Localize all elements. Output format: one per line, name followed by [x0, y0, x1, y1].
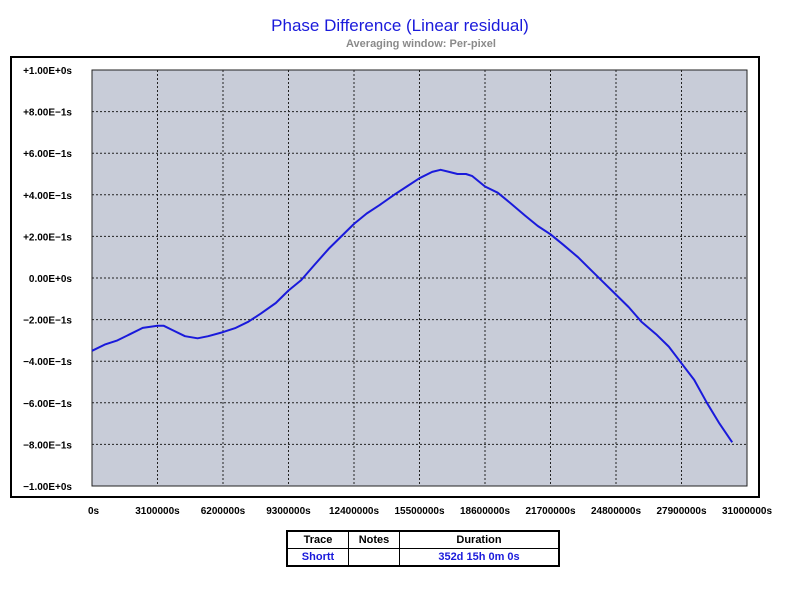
series-line-shortt — [91, 168, 734, 443]
x-tick-label: 27900000s — [656, 506, 706, 517]
column-header-duration: Duration — [399, 530, 560, 549]
chart-subtitle: Averaging window: Per-pixel — [346, 38, 496, 50]
grid-layer — [91, 69, 748, 487]
y-tick-label: −8.00E−1s — [23, 440, 72, 451]
y-tick-label: −1.00E+0s — [23, 482, 72, 493]
y-tick-label: +6.00E−1s — [23, 149, 72, 160]
table-header-row: Trace Notes Duration — [286, 530, 560, 549]
y-tick-label: −4.00E−1s — [23, 357, 72, 368]
trace-name-cell[interactable]: Shortt — [286, 548, 349, 567]
x-tick-label: 3100000s — [135, 506, 180, 517]
x-tick-label: 9300000s — [266, 506, 311, 517]
y-tick-label: +8.00E−1s — [23, 108, 72, 119]
series-layer — [91, 168, 734, 443]
y-tick-label: +2.00E−1s — [23, 232, 72, 243]
trace-duration-cell: 352d 15h 0m 0s — [399, 548, 560, 567]
x-axis: 0s 3100000s 6200000s 9300000s 12400000s 15500… — [88, 506, 772, 517]
x-tick-label: 24800000s — [591, 506, 641, 517]
table-row[interactable]: Shortt 352d 15h 0m 0s — [286, 548, 560, 567]
y-tick-label: +1.00E+0s — [23, 66, 72, 77]
y-tick-label: −6.00E−1s — [23, 399, 72, 410]
y-tick-label: +4.00E−1s — [23, 191, 72, 202]
column-header-notes: Notes — [348, 530, 400, 549]
plot-border — [91, 69, 748, 487]
x-tick-label: 18600000s — [460, 506, 510, 517]
x-tick-label: 15500000s — [394, 506, 444, 517]
x-tick-label: 0s — [88, 506, 100, 517]
trace-legend-table: Trace Notes Duration Shortt 352d 15h 0m … — [286, 530, 560, 567]
chart-frame — [10, 56, 760, 498]
x-tick-label: 21700000s — [525, 506, 575, 517]
chart-title: Phase Difference (Linear residual) — [271, 16, 529, 35]
x-tick-label: 12400000s — [329, 506, 379, 517]
y-tick-label: −2.00E−1s — [23, 316, 72, 327]
chart-svg: +1.00E+0s +8.00E−1s +6.00E−1s +4.00E−1s +2.0… — [23, 66, 772, 517]
column-header-trace: Trace — [286, 530, 349, 549]
y-tick-label: 0.00E+0s — [29, 274, 73, 285]
y-axis: +1.00E+0s +8.00E−1s +6.00E−1s +4.00E−1s +2.0… — [23, 66, 72, 493]
trace-notes-cell[interactable] — [348, 548, 400, 567]
x-tick-label: 31000000s — [722, 506, 772, 517]
x-tick-label: 6200000s — [201, 506, 246, 517]
